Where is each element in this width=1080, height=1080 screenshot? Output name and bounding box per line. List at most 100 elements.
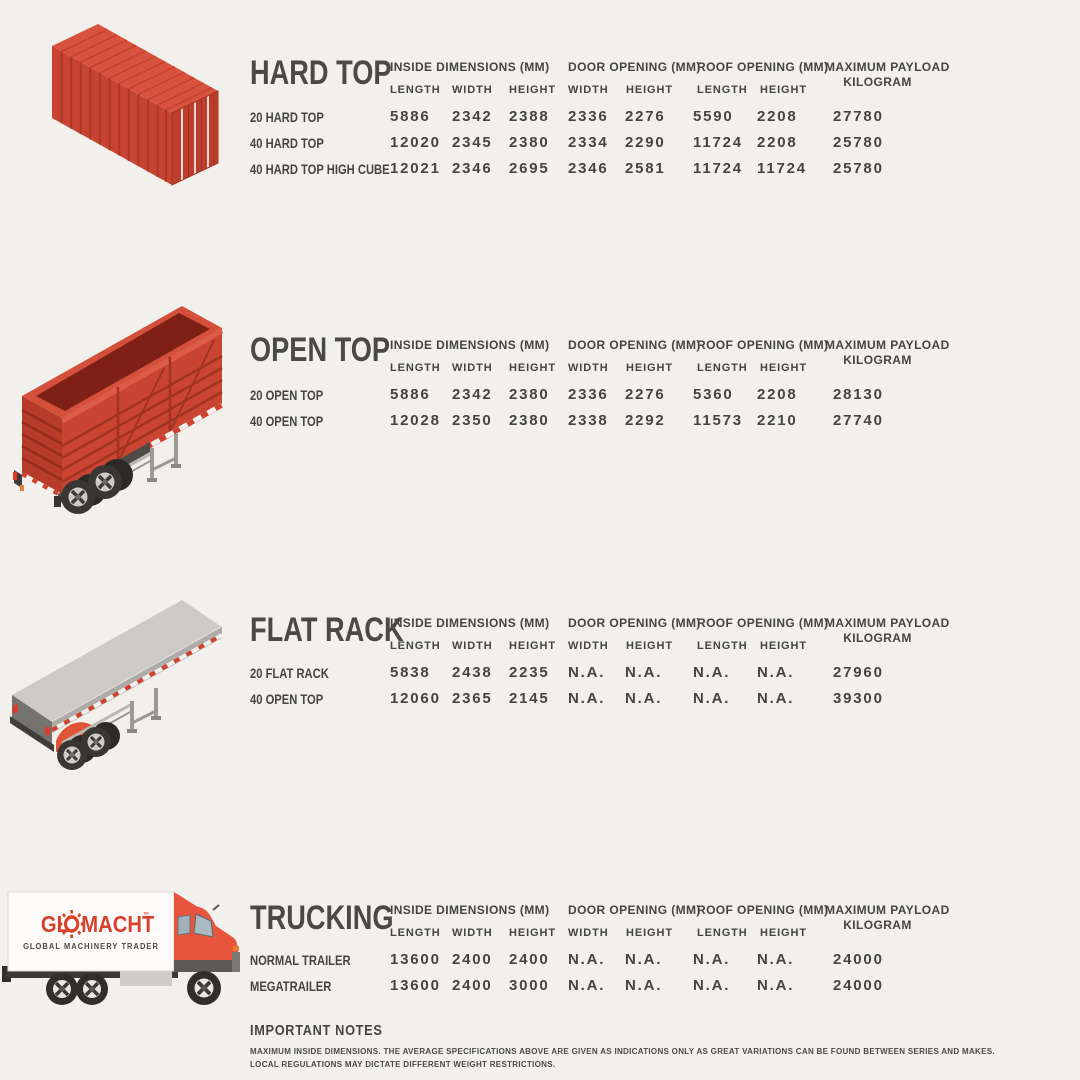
spec-value: 11573 [693,412,743,429]
column-group-inside-dimensions: INSIDE DIMENSIONS (MM) [390,338,550,352]
spec-value: 2346 [452,160,493,177]
column-header-roof-height: HEIGHT [760,362,807,374]
column-group-max-payload: MAXIMUM PAYLOAD KILOGRAM [825,60,949,108]
kilogram-label: KILOGRAM [843,918,912,932]
spec-value: N.A. [568,977,606,994]
row-label: 40 OPEN TOP [250,413,324,429]
column-header-height: HEIGHT [509,84,556,96]
spec-value: 2365 [452,690,493,707]
spec-value: N.A. [757,664,795,681]
logo-trademark: ™ [143,912,149,919]
spec-value: 2145 [509,690,550,707]
spec-value: 5360 [693,386,734,403]
spec-value: 12021 [390,160,441,177]
spec-value: 2208 [757,134,798,151]
row-label: NORMAL TRAILER [250,952,351,968]
column-header-door-width: WIDTH [568,640,609,652]
hard-top-container-illustration [20,18,250,203]
kilogram-label: KILOGRAM [843,631,912,645]
column-header-width: WIDTH [452,640,493,652]
spec-table-hard-top: INSIDE DIMENSIONS (MM) DOOR OPENING (MM)… [250,60,949,186]
spec-value: 13600 [390,951,441,968]
spec-value: 2208 [757,108,798,125]
spec-value: 2342 [452,386,493,403]
column-group-inside-dimensions: INSIDE DIMENSIONS (MM) [390,60,550,74]
column-group-max-payload: MAXIMUM PAYLOAD KILOGRAM [825,338,949,386]
open-top-trailer-illustration [0,300,250,525]
spec-value: 24000 [833,977,884,994]
flat-rack-icon [10,600,223,770]
logo-tagline: GLOBAL MACHINERY TRADER [23,942,159,952]
column-group-max-payload: MAXIMUM PAYLOAD KILOGRAM [825,903,949,951]
spec-value: 11724 [693,134,743,151]
spec-table-open-top: INSIDE DIMENSIONS (MM) DOOR OPENING (MM)… [250,338,949,438]
spec-value: N.A. [757,977,795,994]
column-group-max-payload: MAXIMUM PAYLOAD KILOGRAM [825,616,949,664]
spec-value: 2336 [568,108,609,125]
spec-value: 27780 [833,108,884,125]
spec-value: N.A. [693,951,731,968]
truck-icon: GL MACHT ™ GLOBAL MACHINERY TRADER [2,891,240,1005]
column-group-roof-opening: ROOF OPENING (MM) [697,616,829,630]
spec-value: 39300 [833,690,884,707]
open-top-icon [13,306,224,514]
note-line-1: MAXIMUM INSIDE DIMENSIONS. THE AVERAGE S… [250,1047,995,1056]
spec-value: N.A. [568,690,606,707]
kilogram-label: KILOGRAM [843,75,912,89]
spec-value: N.A. [625,977,663,994]
spec-value: 2400 [509,951,550,968]
column-header-width: WIDTH [452,362,493,374]
column-header-width: WIDTH [452,927,493,939]
spec-value: N.A. [693,977,731,994]
column-header-roof-length: LENGTH [697,362,748,374]
column-group-door-opening: DOOR OPENING (MM) [568,60,701,74]
column-header-height: HEIGHT [509,927,556,939]
spec-value: 12028 [390,412,441,429]
spec-value: 2581 [625,160,666,177]
spec-value: 2380 [509,134,550,151]
spec-value: N.A. [693,664,731,681]
spec-value: N.A. [625,664,663,681]
spec-value: 2290 [625,134,666,151]
important-notes-title: IMPORTANT NOTES [250,1022,383,1039]
column-header-length: LENGTH [390,927,441,939]
column-header-length: LENGTH [390,362,441,374]
spec-value: N.A. [625,690,663,707]
column-header-door-height: HEIGHT [626,640,673,652]
column-header-door-width: WIDTH [568,927,609,939]
spec-value: 12020 [390,134,441,151]
logo-text-suffix: MACHT [81,911,154,938]
spec-value: 2400 [452,951,493,968]
column-header-roof-length: LENGTH [697,640,748,652]
spec-value: 5590 [693,108,734,125]
spec-value: 2380 [509,412,550,429]
column-header-door-height: HEIGHT [626,362,673,374]
spec-value: N.A. [625,951,663,968]
spec-value: 28130 [833,386,884,403]
column-header-door-width: WIDTH [568,84,609,96]
column-group-inside-dimensions: INSIDE DIMENSIONS (MM) [390,616,550,630]
note-line-2: LOCAL REGULATIONS MAY DICTATE DIFFERENT … [250,1060,556,1069]
spec-value: 2276 [625,386,666,403]
column-group-roof-opening: ROOF OPENING (MM) [697,903,829,917]
column-header-roof-height: HEIGHT [760,927,807,939]
row-label: 40 OPEN TOP [250,691,324,707]
spec-value: N.A. [568,664,606,681]
spec-value: 2208 [757,386,798,403]
column-header-height: HEIGHT [509,640,556,652]
column-header-length: LENGTH [390,640,441,652]
section-title-hard-top: HARD TOP [250,54,392,92]
spec-value: 2235 [509,664,550,681]
spec-value: 2380 [509,386,550,403]
column-header-door-width: WIDTH [568,362,609,374]
row-label: 20 HARD TOP [250,109,324,125]
spec-value: 3000 [509,977,550,994]
column-group-roof-opening: ROOF OPENING (MM) [697,338,829,352]
gear-icon [59,910,84,938]
row-label: 20 FLAT RACK [250,665,329,681]
row-label: 40 HARD TOP HIGH CUBE [250,161,390,177]
column-header-width: WIDTH [452,84,493,96]
column-header-length: LENGTH [390,84,441,96]
spec-value: 24000 [833,951,884,968]
